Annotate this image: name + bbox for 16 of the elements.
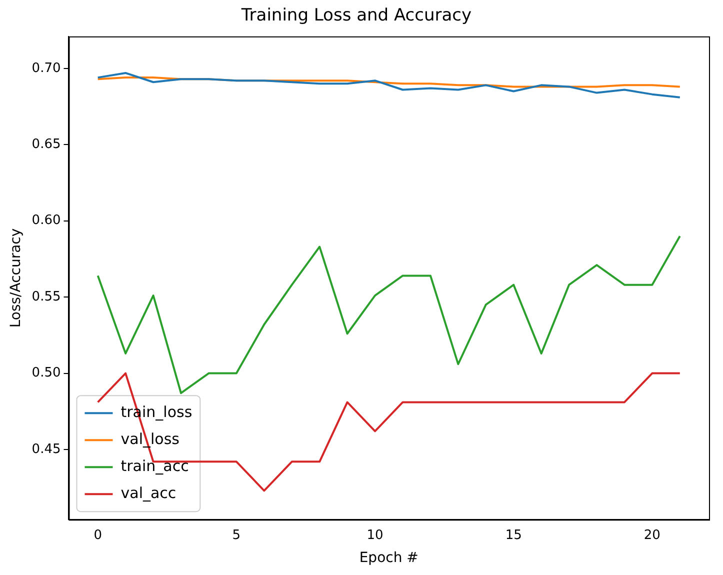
y-tick-label: 0.65: [32, 137, 61, 152]
x-axis-title: Epoch #: [359, 550, 418, 566]
y-tick-label: 0.55: [32, 289, 61, 304]
x-tick-label: 0: [94, 528, 102, 543]
y-tick-label: 0.70: [32, 60, 61, 76]
chart-title: Training Loss and Accuracy: [240, 6, 472, 26]
x-tick-label: 15: [505, 528, 522, 543]
x-tick-label: 20: [644, 528, 660, 543]
y-tick-label: 0.50: [32, 366, 61, 381]
x-tick-label: 5: [232, 528, 241, 543]
x-tick-label: 10: [366, 528, 384, 543]
legend-label: train_acc: [120, 456, 189, 475]
y-tick-label: 0.60: [32, 213, 61, 228]
y-axis-title: Loss/Accuracy: [8, 228, 24, 328]
legend-label: val_acc: [120, 484, 176, 502]
y-tick-label: 0.45: [32, 442, 61, 457]
